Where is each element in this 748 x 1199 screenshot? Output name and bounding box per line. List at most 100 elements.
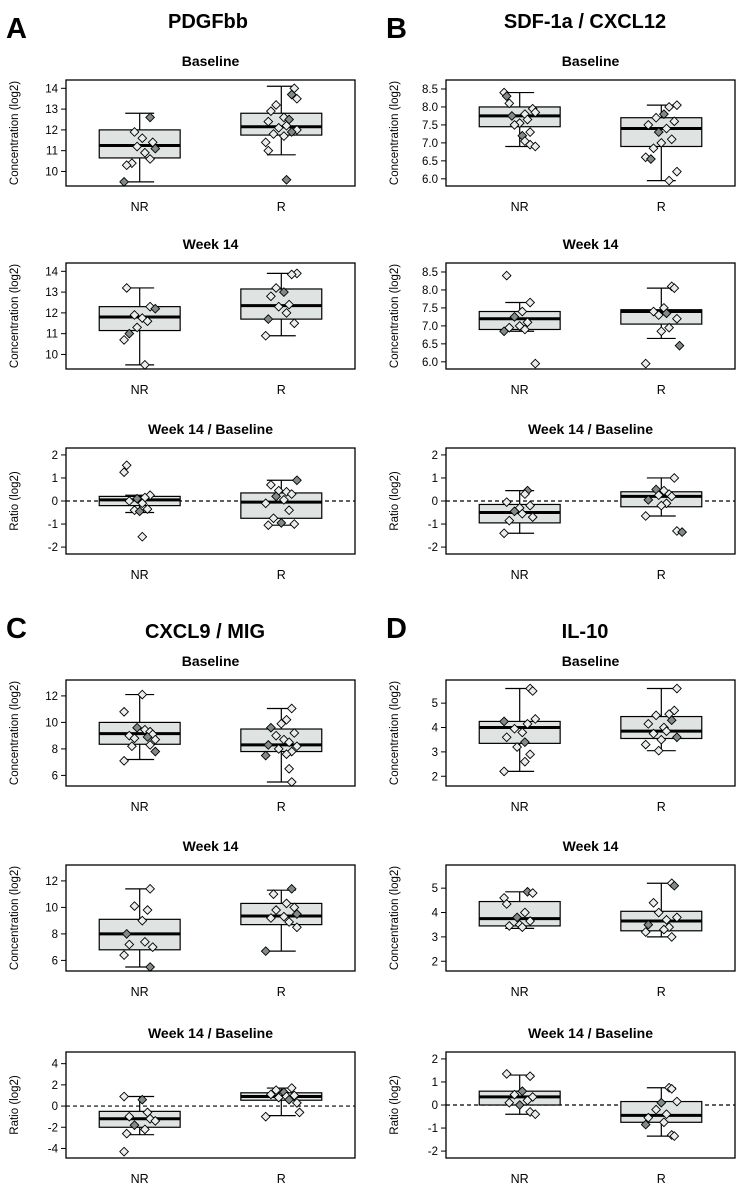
chart-a-2-nr-point-8 [119, 334, 130, 345]
chart-a-3-nr-point-1 [119, 467, 130, 478]
chart-a-1-r-point-1 [286, 89, 297, 100]
chart-a-2-r-point-8 [263, 314, 274, 325]
chart-c-1-ylabel: Concentration (log2) [9, 681, 21, 785]
chart-a-1-ytick-label-1: 11 [46, 146, 58, 158]
chart-a-1-r-point-13 [278, 131, 289, 142]
chart-c-3-r-point-4 [289, 1090, 300, 1101]
chart-b-3-r-point-6 [643, 494, 654, 505]
chart-c-3-ytick-label-3: 2 [52, 1080, 58, 1092]
chart-b-1-r-point-3 [651, 112, 662, 123]
chart-d-1-nr-point-6 [517, 727, 528, 738]
chart-d-2-r-point-6 [643, 919, 654, 930]
chart-b-3-ytick-label-0: -2 [428, 542, 438, 554]
chart-c-2-r-point-5 [291, 909, 302, 919]
chart-b-2-r-point-5 [653, 310, 664, 321]
chart-a-3-nr-point-4 [132, 493, 143, 504]
chart-d-2-r-point-8 [658, 924, 669, 935]
chart-a-2-nr-point-5 [142, 316, 153, 327]
panel-letter-c: C [6, 613, 27, 645]
chart-b-2-ytick-label-5: 8.5 [422, 267, 438, 279]
chart-b-1-r-point-4 [669, 116, 680, 127]
chart-d-3-r-point-5 [661, 1109, 672, 1120]
chart-c-1-r-point-12 [281, 749, 292, 760]
chart-b-1-nr-point-1 [501, 91, 512, 102]
chart-c-1-nr-point-12 [150, 746, 161, 757]
chart-d-2-nr-category-label: NR [511, 985, 529, 999]
chart-c-1-title: Baseline [182, 653, 240, 669]
chart-a-2-ytick-label-3: 13 [45, 287, 58, 299]
chart-d-3-r-point-7 [658, 1117, 669, 1128]
chart-c-1-nr-point-1 [119, 706, 130, 717]
chart-d-2-r-point-10 [666, 931, 677, 942]
chart-b-3-r-point-5 [666, 491, 677, 502]
chart-d-2-title: Week 14 [563, 838, 619, 854]
chart-d-2-r-point-1 [669, 880, 680, 891]
chart-c-2-r-point-1 [268, 889, 279, 900]
chart-b-3-nr-point-8 [504, 515, 515, 526]
chart-d-1-nr-category-label: NR [511, 800, 529, 814]
chart-c-3-r-category-label: R [277, 1172, 286, 1186]
chart-d-1-r-point-3 [651, 710, 662, 721]
chart-b-2-ylabel: Concentration (log2) [389, 264, 401, 368]
chart-d-3-ytick-label-0: -2 [428, 1146, 438, 1158]
chart-d-3-nr-point-9 [530, 1109, 541, 1120]
chart-b-2-r-point-8 [656, 326, 667, 337]
chart-b-2-nr-category-label: NR [511, 383, 529, 397]
chart-b-2-nr-point-4 [522, 317, 533, 328]
chart-d-3-nr-category-label: NR [511, 1172, 529, 1186]
chart-c-1-nr-point-13 [119, 755, 130, 766]
chart-a-1-r-point-8 [281, 120, 292, 131]
chart-c-1: Baseline Concentration (log2) 6 8 10 12 NR R [9, 653, 356, 814]
chart-c-2-ytick-label-2: 10 [45, 902, 58, 914]
chart-b-1-ytick-label-0: 6.0 [422, 174, 438, 186]
chart-d-3: Week 14 / Baseline Ratio (log2) -2 -1 0 1 2 NR R [389, 1025, 736, 1186]
chart-c-2-nr-point-5 [139, 936, 150, 947]
chart-a-2-ylabel: Concentration (log2) [9, 264, 21, 368]
chart-a-1-r-category-label: R [277, 200, 286, 214]
chart-b-1-nr-point-13 [525, 139, 536, 150]
chart-b-2-frame [445, 262, 736, 370]
chart-b-1-nr-category-label: NR [511, 200, 529, 214]
chart-b-3-nr-point-2 [501, 497, 512, 508]
chart-d-2-nr-point-8 [504, 920, 515, 931]
chart-a-2-nr-point-2 [150, 303, 161, 314]
chart-d-2-r-category-label: R [657, 985, 666, 999]
chart-a-3-ytick-label-0: -2 [48, 542, 58, 554]
chart-c-2-r-point-6 [278, 911, 289, 922]
chart-c-3-frame [65, 1051, 356, 1159]
chart-c-2-ytick-label-3: 12 [45, 876, 58, 888]
chart-a-1-r-point-11 [286, 127, 297, 137]
chart-d-3-nr-point-6 [504, 1097, 515, 1108]
chart-b-3-r-point-0 [669, 473, 680, 483]
chart-a-3-r-point-0 [291, 475, 302, 486]
chart-c-1-r-point-10 [273, 743, 284, 754]
chart-d-1-ytick-label-1: 3 [432, 747, 438, 759]
chart-d-3-ytick-label-4: 2 [432, 1054, 438, 1066]
chart-c-3-nr-point-3 [124, 1111, 135, 1122]
chart-c-1-nr-point-3 [139, 724, 150, 735]
chart-d-1-nr-point-1 [527, 686, 538, 696]
chart-d-1-r-point-12 [653, 745, 664, 756]
chart-d-3-ylabel: Ratio (log2) [389, 1075, 401, 1135]
chart-d-2-r-point-5 [661, 914, 672, 925]
chart-d-3-r-category-label: R [657, 1172, 666, 1186]
chart-b-1-ytick-label-4: 8.0 [422, 102, 438, 114]
chart-b-3-nr-category-label: NR [511, 568, 529, 582]
chart-a-1-nr-point-0 [145, 112, 156, 123]
chart-d-3-ytick-label-2: 0 [432, 1100, 438, 1112]
chart-a-3-r-point-9 [268, 513, 279, 524]
chart-c-1-ytick-label-1: 8 [52, 744, 58, 756]
chart-c-1-nr-point-2 [132, 722, 143, 733]
panel-letter-d: D [386, 613, 407, 645]
chart-d-1-r-point-0 [671, 683, 682, 694]
chart-c-1-r-point-15 [286, 777, 297, 787]
chart-a-2-nr-point-9 [139, 359, 150, 370]
chart-d-3-r-point-1 [666, 1083, 677, 1094]
chart-a-1-nr-point-7 [145, 154, 156, 164]
chart-b-1-ylabel: Concentration (log2) [389, 81, 401, 185]
chart-d-1-nr-point-5 [509, 723, 520, 734]
chart-a-2-ytick-label-4: 14 [45, 266, 58, 278]
chart-b-2-title: Week 14 [563, 236, 619, 252]
chart-c-2-nr-point-1 [129, 901, 140, 912]
chart-a-2-nr-point-3 [129, 310, 140, 320]
